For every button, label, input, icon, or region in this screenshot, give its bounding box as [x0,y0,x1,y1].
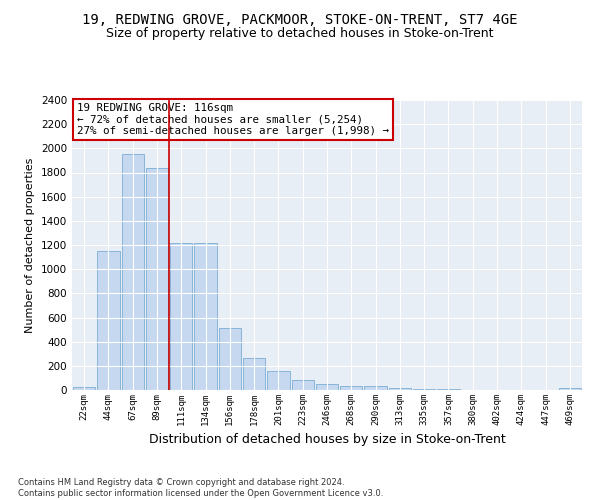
Text: Contains HM Land Registry data © Crown copyright and database right 2024.
Contai: Contains HM Land Registry data © Crown c… [18,478,383,498]
Bar [316,384,338,390]
Bar [243,358,265,390]
Bar [340,386,362,390]
Bar [194,242,217,390]
Bar [146,168,168,390]
Bar [122,154,144,390]
Bar [97,251,119,390]
Bar [73,387,95,390]
X-axis label: Distribution of detached houses by size in Stoke-on-Trent: Distribution of detached houses by size … [149,434,505,446]
Bar [413,389,436,390]
Bar [170,242,193,390]
Text: Size of property relative to detached houses in Stoke-on-Trent: Size of property relative to detached ho… [106,28,494,40]
Bar [292,380,314,390]
Bar [267,372,290,390]
Bar [389,388,411,390]
Text: 19 REDWING GROVE: 116sqm
← 72% of detached houses are smaller (5,254)
27% of sem: 19 REDWING GROVE: 116sqm ← 72% of detach… [77,103,389,136]
Bar [218,328,241,390]
Text: 19, REDWING GROVE, PACKMOOR, STOKE-ON-TRENT, ST7 4GE: 19, REDWING GROVE, PACKMOOR, STOKE-ON-TR… [82,12,518,26]
Bar [364,386,387,390]
Y-axis label: Number of detached properties: Number of detached properties [25,158,35,332]
Bar [559,388,581,390]
